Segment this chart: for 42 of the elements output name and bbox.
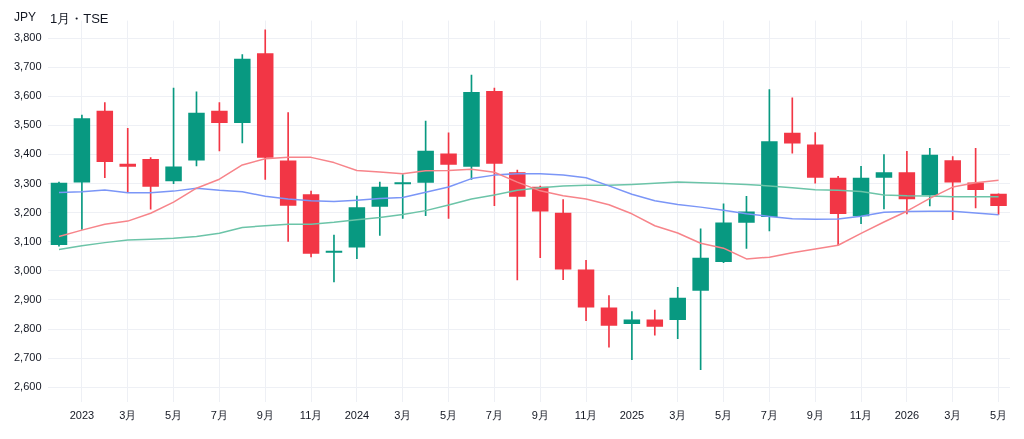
y-tick-label: 2,600 (14, 380, 42, 393)
x-tick-label: 11月 (299, 409, 323, 422)
x-tick-label: 9月 (806, 409, 824, 422)
candlestick (325, 234, 343, 283)
candlestick (119, 127, 136, 193)
y-tick-label: 3,600 (14, 89, 42, 102)
y-tick-label: 2,700 (14, 351, 42, 364)
x-tick-label: 9月 (256, 409, 274, 422)
y-tick-label: 3,300 (14, 176, 42, 189)
x-tick-label: 7月 (760, 409, 778, 422)
x-tick-label: 3月 (944, 409, 962, 422)
x-tick-label: 2025 (619, 409, 645, 422)
y-tick-label: 3,100 (14, 234, 42, 247)
x-tick-label: 2023 (69, 409, 95, 422)
x-tick-label: 11月 (849, 409, 873, 422)
candlestick (623, 311, 641, 360)
chart-title: 1月・TSE (50, 10, 109, 28)
candlestick (875, 154, 893, 210)
y-tick-label: 2,900 (14, 292, 42, 305)
x-tick-label: 9月 (531, 409, 549, 422)
y-tick-label: 3,800 (14, 31, 42, 44)
y-tick-label: 3,700 (14, 60, 42, 73)
x-tick-label: 5月 (714, 409, 733, 422)
x-tick-label: 11月 (574, 409, 598, 422)
y-tick-label: 3,200 (14, 205, 42, 218)
y-tick-label: 3,500 (14, 118, 42, 131)
x-tick-label: 5月 (989, 409, 1008, 422)
x-tick-label: 5月 (439, 409, 458, 422)
x-tick-label: 7月 (485, 409, 503, 422)
x-tick-label: 5月 (165, 409, 183, 422)
candlestick (784, 97, 801, 154)
y-tick-label: 3,000 (14, 263, 42, 276)
candlestick (394, 174, 411, 219)
x-tick-label: 3月 (119, 409, 137, 422)
x-tick-label: 7月 (210, 409, 228, 422)
x-tick-label: 2024 (344, 409, 370, 422)
x-tick-label: 3月 (669, 409, 687, 422)
y-tick-label: 3,400 (14, 147, 42, 160)
y-tick-label: 2,800 (14, 322, 42, 335)
text: JPY (14, 10, 37, 26)
x-tick-label: 3月 (394, 409, 412, 422)
x-tick-label: 2026 (894, 409, 920, 422)
